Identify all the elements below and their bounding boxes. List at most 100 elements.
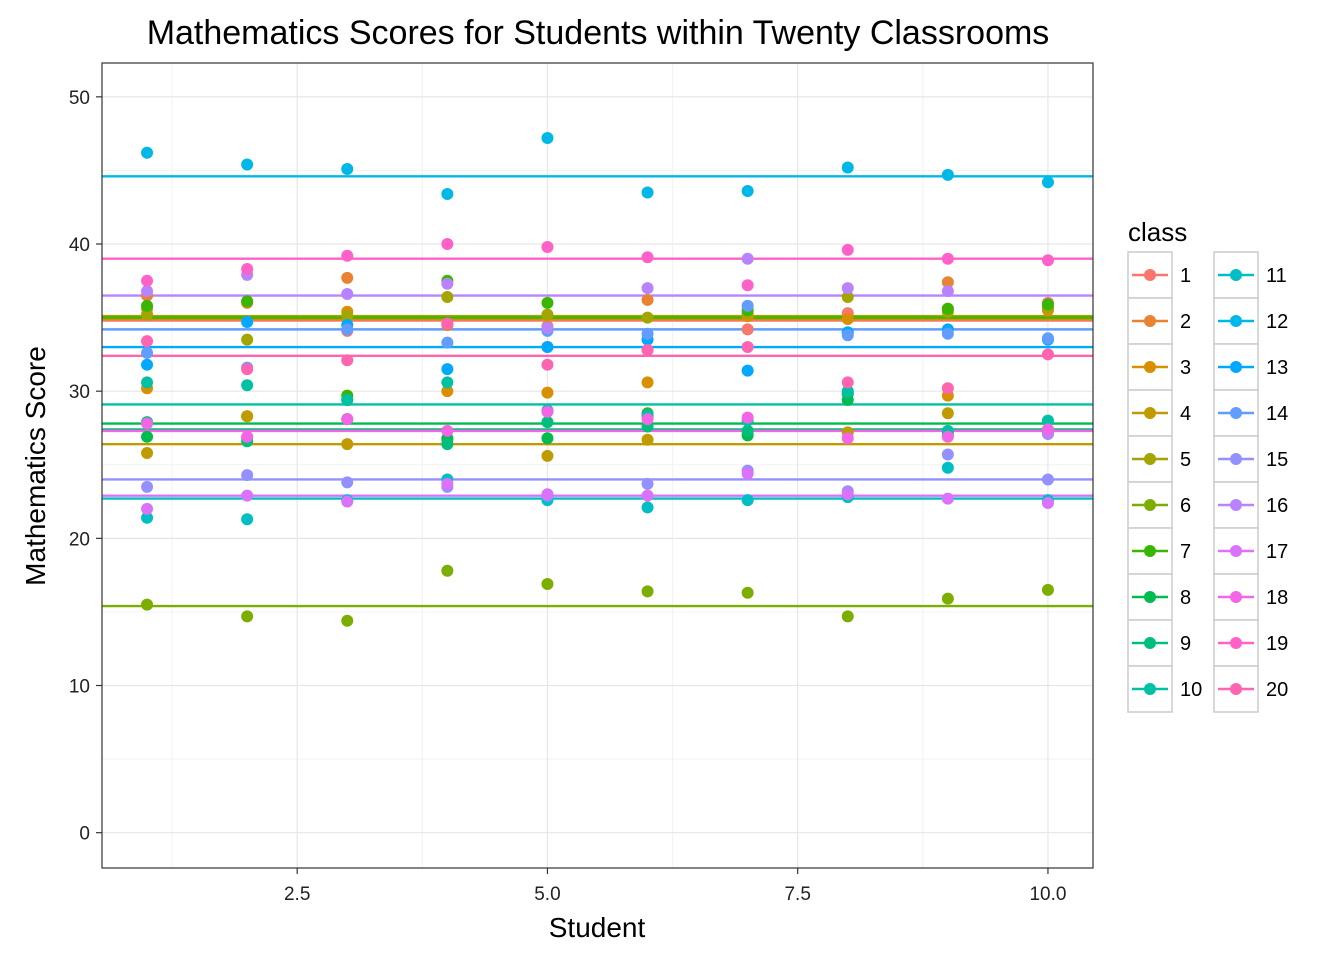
point-class-19 <box>741 279 754 292</box>
point-class-7 <box>141 299 154 312</box>
point-class-16 <box>841 282 854 295</box>
point-class-14 <box>841 329 854 342</box>
legend-point-class-19 <box>1230 637 1242 649</box>
point-class-15 <box>1041 473 1054 486</box>
legend-label-class-17: 17 <box>1266 541 1288 563</box>
point-class-17 <box>1041 497 1054 510</box>
legend-label-class-8: 8 <box>1180 587 1191 609</box>
legend-label-class-16: 16 <box>1266 495 1288 517</box>
point-class-12 <box>241 158 254 171</box>
point-class-19 <box>341 249 354 262</box>
point-class-6 <box>441 564 454 577</box>
x-tick-label: 2.5 <box>284 884 310 905</box>
legend-label-class-15: 15 <box>1266 449 1288 471</box>
point-class-7 <box>541 296 554 309</box>
point-class-12 <box>441 187 454 200</box>
point-class-3 <box>641 376 654 389</box>
point-class-18 <box>341 413 354 426</box>
point-class-12 <box>641 186 654 199</box>
point-class-16 <box>741 252 754 265</box>
legend-label-class-10: 10 <box>1180 679 1202 701</box>
legend-point-class-12 <box>1230 315 1242 327</box>
legend-point-class-1 <box>1144 269 1156 281</box>
point-class-5 <box>141 308 154 321</box>
point-class-13 <box>741 364 754 377</box>
point-class-12 <box>341 162 354 175</box>
y-tick-label: 40 <box>69 235 90 256</box>
point-class-8 <box>141 430 154 443</box>
point-class-17 <box>241 489 254 502</box>
point-class-11 <box>941 461 954 474</box>
point-class-14 <box>941 327 954 340</box>
plot-panel <box>101 62 1094 869</box>
point-class-10 <box>141 376 154 389</box>
point-class-13 <box>141 358 154 371</box>
legend-label-class-5: 5 <box>1180 449 1191 471</box>
point-class-15 <box>241 469 254 482</box>
point-class-13 <box>441 363 454 376</box>
legend-label-class-14: 14 <box>1266 403 1288 425</box>
point-class-2 <box>641 293 654 306</box>
legend-label-class-20: 20 <box>1266 679 1288 701</box>
point-class-16 <box>341 288 354 301</box>
point-class-19 <box>541 240 554 253</box>
x-axis: 2.5 5.0 7.5 10.0 <box>284 868 1066 905</box>
point-class-5 <box>541 308 554 321</box>
y-tick-label: 10 <box>69 677 90 698</box>
point-class-6 <box>741 586 754 599</box>
y-tick-label: 30 <box>69 382 90 403</box>
point-class-4 <box>941 407 954 420</box>
legend-point-class-15 <box>1230 453 1242 465</box>
point-class-6 <box>241 610 254 623</box>
point-class-4 <box>641 433 654 446</box>
point-class-1 <box>741 323 754 336</box>
point-class-6 <box>341 614 354 627</box>
point-class-18 <box>441 424 454 437</box>
point-class-14 <box>641 327 654 340</box>
point-class-20 <box>741 341 754 354</box>
point-class-19 <box>141 274 154 287</box>
point-class-6 <box>1041 583 1054 596</box>
point-class-16 <box>941 285 954 298</box>
point-class-14 <box>441 336 454 349</box>
point-class-9 <box>541 416 554 429</box>
legend-point-class-11 <box>1230 269 1242 281</box>
point-class-15 <box>141 480 154 493</box>
point-class-5 <box>241 333 254 346</box>
point-class-19 <box>1041 254 1054 267</box>
legend-point-class-9 <box>1144 637 1156 649</box>
legend-label-class-11: 11 <box>1266 265 1287 287</box>
point-class-6 <box>141 598 154 611</box>
point-class-14 <box>741 299 754 312</box>
point-class-20 <box>841 376 854 389</box>
legend-label-class-4: 4 <box>1180 403 1191 425</box>
point-class-15 <box>641 477 654 490</box>
point-class-17 <box>741 467 754 480</box>
point-class-4 <box>241 410 254 423</box>
point-class-2 <box>341 271 354 284</box>
point-class-14 <box>341 323 354 336</box>
point-class-18 <box>141 417 154 430</box>
legend-point-class-7 <box>1144 545 1156 557</box>
legend-label-class-9: 9 <box>1180 633 1191 655</box>
legend-title: class <box>1128 217 1187 247</box>
point-class-4 <box>541 449 554 462</box>
legend-label-class-1: 1 <box>1180 265 1191 287</box>
point-class-3 <box>541 386 554 399</box>
point-class-20 <box>541 358 554 371</box>
legend-point-class-6 <box>1144 499 1156 511</box>
point-class-10 <box>241 379 254 392</box>
point-class-6 <box>641 585 654 598</box>
point-class-12 <box>841 161 854 174</box>
chart-title: Mathematics Scores for Students within T… <box>147 14 1050 52</box>
y-axis-title: Mathematics Score <box>20 346 51 586</box>
point-class-16 <box>141 285 154 298</box>
point-class-18 <box>1041 423 1054 436</box>
point-class-17 <box>541 488 554 501</box>
point-class-12 <box>741 185 754 198</box>
class-mean-lines <box>102 175 1093 608</box>
point-class-12 <box>1041 176 1054 189</box>
point-class-10 <box>341 394 354 407</box>
